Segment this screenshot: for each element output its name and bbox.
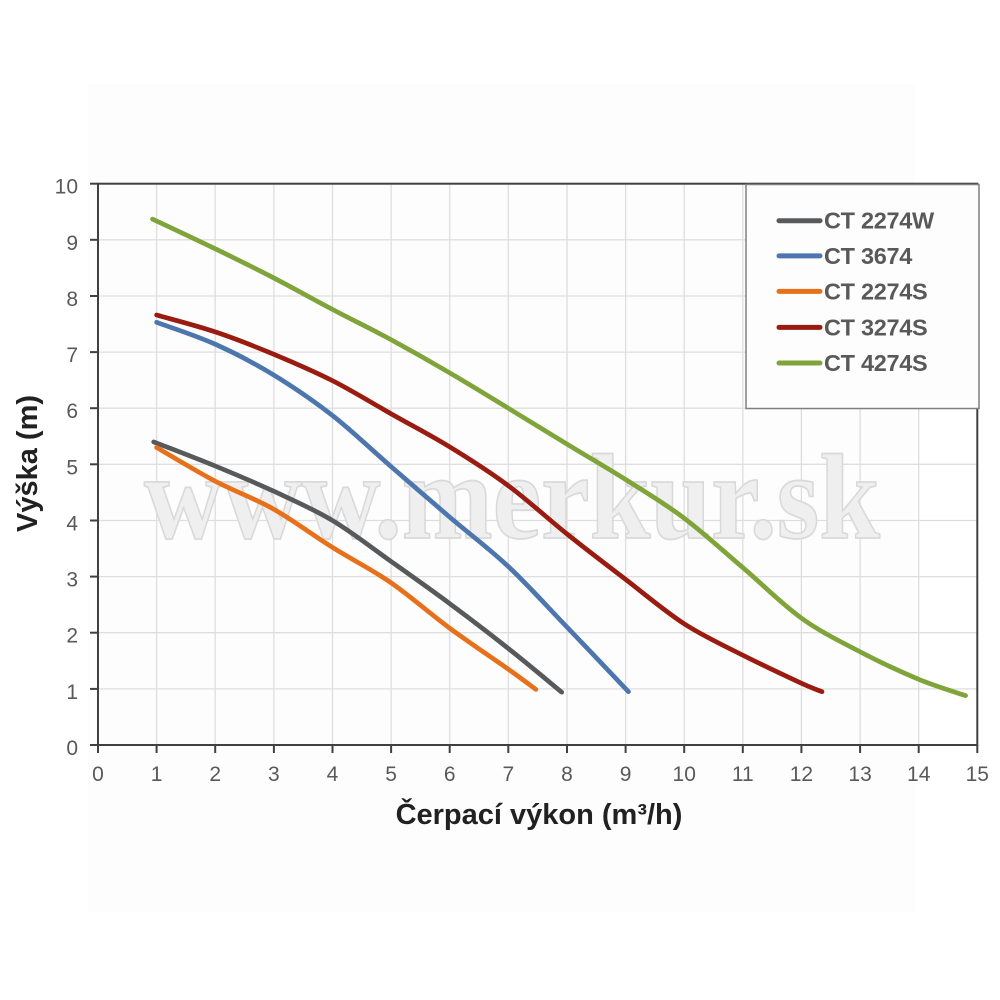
svg-text:0: 0 — [92, 763, 104, 786]
svg-text:5: 5 — [66, 456, 78, 479]
svg-text:9: 9 — [66, 232, 78, 255]
svg-text:6: 6 — [66, 400, 78, 423]
svg-text:8: 8 — [66, 288, 78, 311]
svg-text:Výška (m): Výška (m) — [12, 395, 44, 532]
svg-text:4: 4 — [327, 763, 339, 786]
svg-text:2: 2 — [66, 625, 78, 648]
svg-text:CT 2274S: CT 2274S — [824, 278, 927, 304]
svg-text:0: 0 — [66, 737, 78, 760]
svg-text:3: 3 — [66, 569, 78, 592]
svg-text:CT 4274S: CT 4274S — [824, 350, 927, 376]
svg-text:13: 13 — [848, 763, 871, 786]
svg-text:8: 8 — [561, 763, 573, 786]
svg-text:www.merkur.sk: www.merkur.sk — [144, 430, 880, 565]
svg-text:2: 2 — [209, 763, 221, 786]
svg-text:CT 3274S: CT 3274S — [824, 314, 927, 340]
svg-text:14: 14 — [907, 763, 931, 786]
svg-text:7: 7 — [502, 763, 514, 786]
svg-text:CT 2274W: CT 2274W — [824, 208, 935, 234]
svg-text:CT 3674: CT 3674 — [824, 243, 912, 269]
svg-text:6: 6 — [444, 763, 456, 786]
svg-text:4: 4 — [66, 513, 78, 536]
svg-text:15: 15 — [966, 763, 989, 786]
svg-text:7: 7 — [66, 344, 78, 367]
svg-text:9: 9 — [620, 763, 632, 786]
svg-text:5: 5 — [385, 763, 397, 786]
svg-text:Čerpací výkon (m³/h): Čerpací výkon (m³/h) — [396, 797, 683, 831]
svg-text:11: 11 — [732, 763, 754, 786]
svg-text:3: 3 — [268, 763, 280, 786]
svg-text:10: 10 — [673, 763, 696, 786]
svg-text:1: 1 — [66, 681, 78, 704]
svg-text:1: 1 — [151, 763, 163, 786]
svg-text:10: 10 — [55, 176, 78, 199]
svg-text:12: 12 — [790, 763, 813, 786]
